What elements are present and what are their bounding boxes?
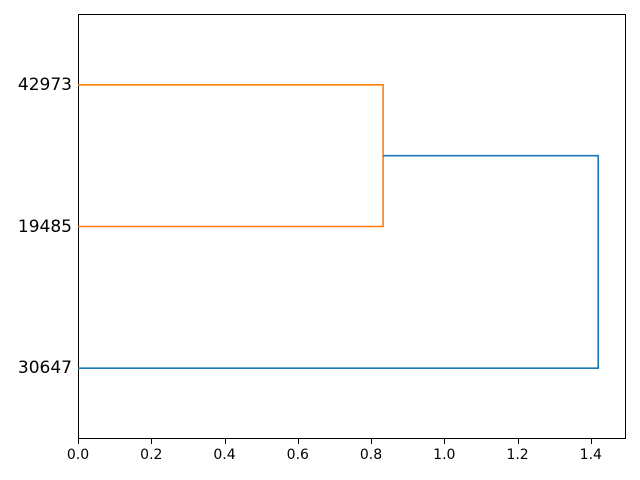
x-tick-label: 0.6 <box>286 447 309 463</box>
x-tick-mark <box>151 439 153 444</box>
x-tick-mark <box>444 439 446 444</box>
x-tick-mark <box>78 439 79 444</box>
x-tick-label: 0.4 <box>213 447 236 463</box>
leaf-label: 42973 <box>17 74 72 95</box>
x-tick-label: 0.8 <box>359 447 383 463</box>
x-tick-mark <box>224 439 226 444</box>
x-tick-mark <box>371 439 372 444</box>
leaf-label: 19485 <box>17 216 72 237</box>
x-tick-label: 1.2 <box>506 447 529 463</box>
leaf-label: 30647 <box>17 358 72 379</box>
x-tick-mark <box>517 439 519 444</box>
x-tick-label: 0.2 <box>140 447 163 463</box>
x-tick-label: 0.0 <box>66 447 90 463</box>
x-tick-mark <box>297 439 299 444</box>
x-tick-label: 1.0 <box>433 447 456 463</box>
x-tick-mark <box>590 439 592 444</box>
dendrogram-link <box>78 154 600 370</box>
x-tick-label: 1.4 <box>579 447 602 463</box>
dendrogram-link <box>78 84 384 228</box>
